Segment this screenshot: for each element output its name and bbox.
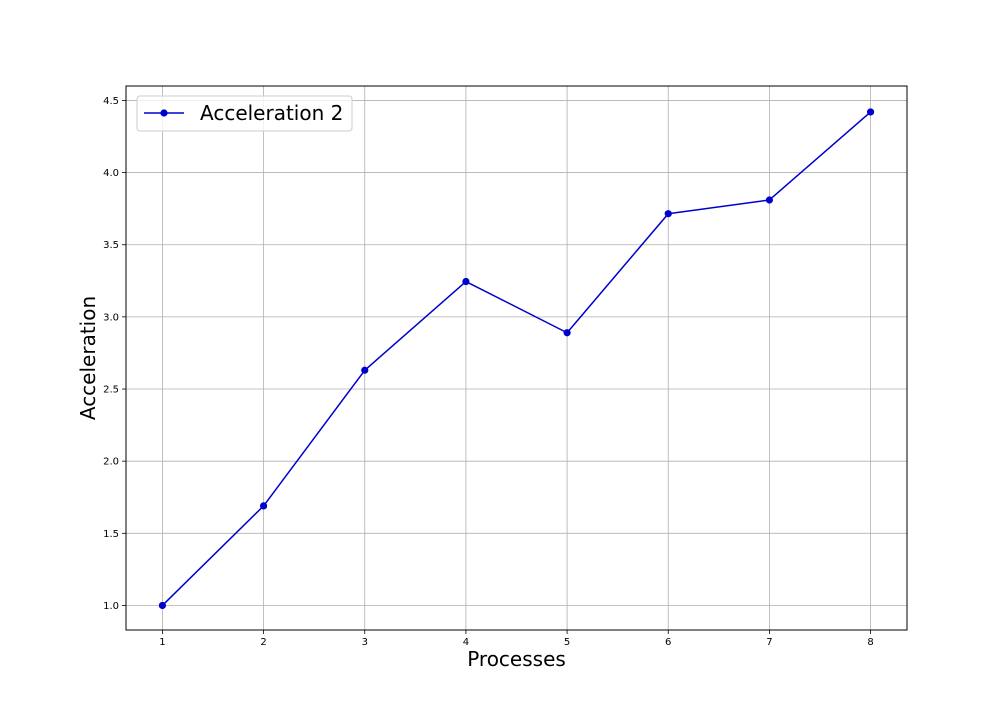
data-point: [765, 196, 774, 204]
y-axis-label: Acceleration: [76, 296, 100, 420]
x-tick-label: 1: [159, 637, 165, 648]
legend-box: [136, 95, 353, 132]
data-point: [563, 329, 571, 337]
data-point: [664, 210, 672, 218]
x-axis-label: Processes: [467, 647, 566, 671]
x-axis-ticks: 1 2 3 4 5 6 7 8: [159, 630, 874, 648]
x-tick-label: 6: [665, 637, 671, 648]
legend: Acceleration 2: [136, 95, 353, 132]
y-tick-label: 3.5: [103, 240, 119, 251]
data-point: [259, 502, 268, 510]
x-tick-label: 3: [362, 637, 368, 648]
x-tick-label: 7: [766, 637, 772, 648]
y-tick-label: 2.5: [103, 385, 119, 396]
y-tick-label: 2.0: [103, 457, 119, 468]
data-point: [158, 601, 167, 610]
y-axis-ticks: 1.0 1.5 2.0 2.5 3.0 3.5 4.0 4.5: [103, 96, 126, 612]
y-tick-label: 3.0: [103, 312, 119, 323]
data-point: [866, 108, 875, 116]
data-point: [462, 277, 470, 286]
plot-frame: [125, 85, 908, 631]
x-tick-label: 8: [867, 637, 873, 648]
series-line: [161, 111, 872, 607]
series-group: [158, 108, 875, 610]
y-tick-label: 1.5: [103, 529, 119, 540]
x-tick-label: 5: [564, 637, 570, 648]
grid: [126, 86, 907, 630]
y-tick-label: 4.5: [103, 96, 119, 107]
data-point: [361, 366, 369, 374]
x-tick-label: 4: [463, 637, 469, 648]
x-tick-label: 2: [260, 637, 266, 648]
y-tick-label: 4.0: [103, 168, 119, 179]
legend-marker-sample: [160, 109, 168, 117]
legend-label: Acceleration 2: [200, 101, 343, 125]
y-tick-label: 1.0: [103, 601, 119, 612]
